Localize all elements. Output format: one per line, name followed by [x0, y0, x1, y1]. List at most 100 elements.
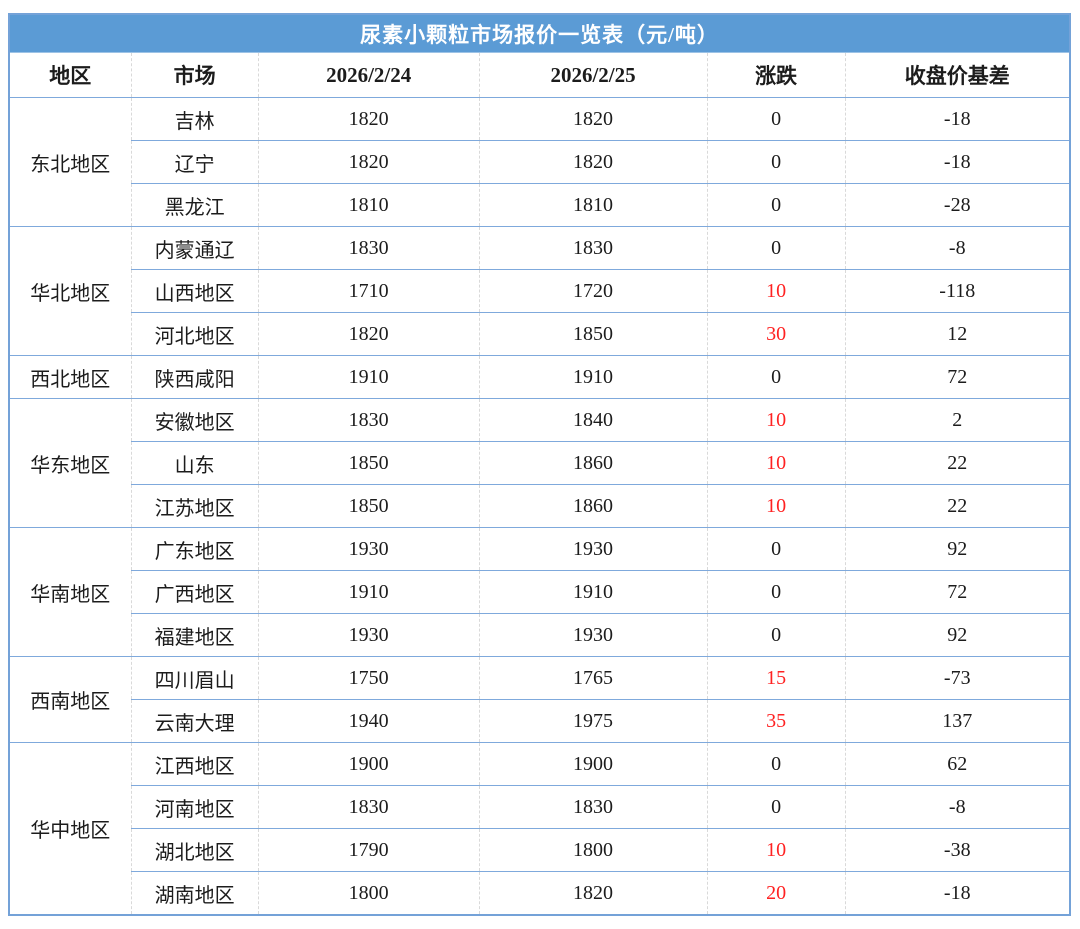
table-row: 辽宁 1820 1820 0 -18	[9, 140, 1070, 184]
price-cell: 1860	[478, 441, 708, 485]
region-cell: 华南地区	[9, 527, 131, 657]
table-row: 湖南地区 1800 1820 20 -18	[9, 871, 1070, 916]
price-cell: 1800	[478, 828, 708, 872]
change-cell: 0	[706, 785, 846, 829]
region-cell: 华北地区	[9, 226, 131, 356]
table-row: 西南地区 四川眉山 1750 1765 15 -73	[9, 656, 1070, 743]
price-cell: 1900	[478, 742, 708, 786]
price-cell: 1830	[478, 226, 708, 270]
market-cell: 四川眉山	[130, 656, 259, 700]
price-table-container: 尿素小颗粒市场报价一览表（元/吨） 地区 市场 2026/2/24 2026/2…	[8, 13, 1071, 916]
basis-cell: -28	[844, 183, 1070, 227]
table-row: 广西地区 1910 1910 0 72	[9, 570, 1070, 614]
price-cell: 1930	[257, 527, 479, 571]
change-cell: 15	[706, 656, 846, 700]
market-cell: 江西地区	[130, 742, 259, 786]
price-cell: 1830	[257, 226, 479, 270]
market-cell: 广西地区	[130, 570, 259, 614]
price-cell: 1720	[478, 269, 708, 313]
market-cell: 河南地区	[130, 785, 259, 829]
market-cell: 河北地区	[130, 312, 259, 356]
table-row: 黑龙江 1810 1810 0 -28	[9, 183, 1070, 227]
market-cell: 陕西咸阳	[130, 355, 259, 399]
change-cell: 10	[706, 398, 846, 442]
table-row: 江苏地区 1850 1860 10 22	[9, 484, 1070, 528]
basis-cell: 62	[844, 742, 1070, 786]
price-cell: 1830	[257, 398, 479, 442]
price-cell: 1860	[478, 484, 708, 528]
header-row: 地区 市场 2026/2/24 2026/2/25 涨跌 收盘价基差	[8, 52, 1070, 98]
price-cell: 1710	[257, 269, 479, 313]
change-cell: 35	[706, 699, 846, 743]
basis-cell: 137	[844, 699, 1070, 743]
table-row: 华南地区 广东地区 1930 1930 0 92	[9, 527, 1070, 657]
region-cell: 西南地区	[9, 656, 131, 743]
region-cell: 东北地区	[9, 97, 131, 227]
table-row: 东北地区 吉林 1820 1820 0 -18	[9, 97, 1070, 227]
price-cell: 1975	[478, 699, 708, 743]
price-cell: 1820	[478, 140, 708, 184]
market-cell: 江苏地区	[130, 484, 259, 528]
price-cell: 1910	[257, 355, 479, 399]
price-cell: 1820	[257, 97, 479, 141]
market-cell: 吉林	[130, 97, 259, 141]
column-header-date1: 2026/2/24	[257, 52, 479, 98]
basis-cell: 72	[844, 355, 1070, 399]
price-cell: 1910	[257, 570, 479, 614]
table-row: 河南地区 1830 1830 0 -8	[9, 785, 1070, 829]
price-cell: 1930	[478, 527, 708, 571]
change-cell: 0	[706, 527, 846, 571]
basis-cell: -18	[844, 140, 1070, 184]
basis-cell: -38	[844, 828, 1070, 872]
region-cell: 华中地区	[9, 742, 131, 916]
price-cell: 1850	[257, 441, 479, 485]
table-row: 山东 1850 1860 10 22	[9, 441, 1070, 485]
market-cell: 山东	[130, 441, 259, 485]
table-row: 云南大理 1940 1975 35 137	[9, 699, 1070, 743]
basis-cell: 22	[844, 441, 1070, 485]
change-cell: 0	[706, 613, 846, 657]
change-cell: 10	[706, 484, 846, 528]
price-cell: 1910	[478, 355, 708, 399]
price-cell: 1940	[257, 699, 479, 743]
price-cell: 1820	[257, 140, 479, 184]
basis-cell: -8	[844, 785, 1070, 829]
change-cell: 10	[706, 269, 846, 313]
market-cell: 山西地区	[130, 269, 259, 313]
price-cell: 1810	[257, 183, 479, 227]
market-cell: 云南大理	[130, 699, 259, 743]
change-cell: 0	[706, 183, 846, 227]
change-cell: 30	[706, 312, 846, 356]
market-cell: 湖南地区	[130, 871, 259, 916]
price-cell: 1850	[257, 484, 479, 528]
price-cell: 1790	[257, 828, 479, 872]
market-cell: 福建地区	[130, 613, 259, 657]
change-cell: 10	[706, 828, 846, 872]
table-row: 湖北地区 1790 1800 10 -38	[9, 828, 1070, 872]
change-cell: 10	[706, 441, 846, 485]
market-cell: 辽宁	[130, 140, 259, 184]
price-cell: 1765	[478, 656, 708, 700]
column-header-date2: 2026/2/25	[478, 52, 708, 98]
table-row: 河北地区 1820 1850 30 12	[9, 312, 1070, 356]
price-cell: 1850	[478, 312, 708, 356]
change-cell: 0	[706, 226, 846, 270]
price-cell: 1830	[478, 785, 708, 829]
price-cell: 1800	[257, 871, 479, 916]
table-row: 山西地区 1710 1720 10 -118	[9, 269, 1070, 313]
market-cell: 内蒙通辽	[130, 226, 259, 270]
basis-cell: 2	[844, 398, 1070, 442]
basis-cell: -18	[844, 97, 1070, 141]
price-table: 尿素小颗粒市场报价一览表（元/吨） 地区 市场 2026/2/24 2026/2…	[8, 13, 1071, 916]
basis-cell: -73	[844, 656, 1070, 700]
price-cell: 1910	[478, 570, 708, 614]
basis-cell: -18	[844, 871, 1070, 916]
price-cell: 1900	[257, 742, 479, 786]
table-row: 西北地区 陕西咸阳 1910 1910 0 72	[9, 355, 1070, 399]
column-header-change: 涨跌	[706, 52, 846, 98]
basis-cell: -8	[844, 226, 1070, 270]
change-cell: 0	[706, 742, 846, 786]
basis-cell: 12	[844, 312, 1070, 356]
table-row: 华东地区 安徽地区 1830 1840 10 2	[9, 398, 1070, 528]
column-header-basis: 收盘价基差	[844, 52, 1070, 98]
